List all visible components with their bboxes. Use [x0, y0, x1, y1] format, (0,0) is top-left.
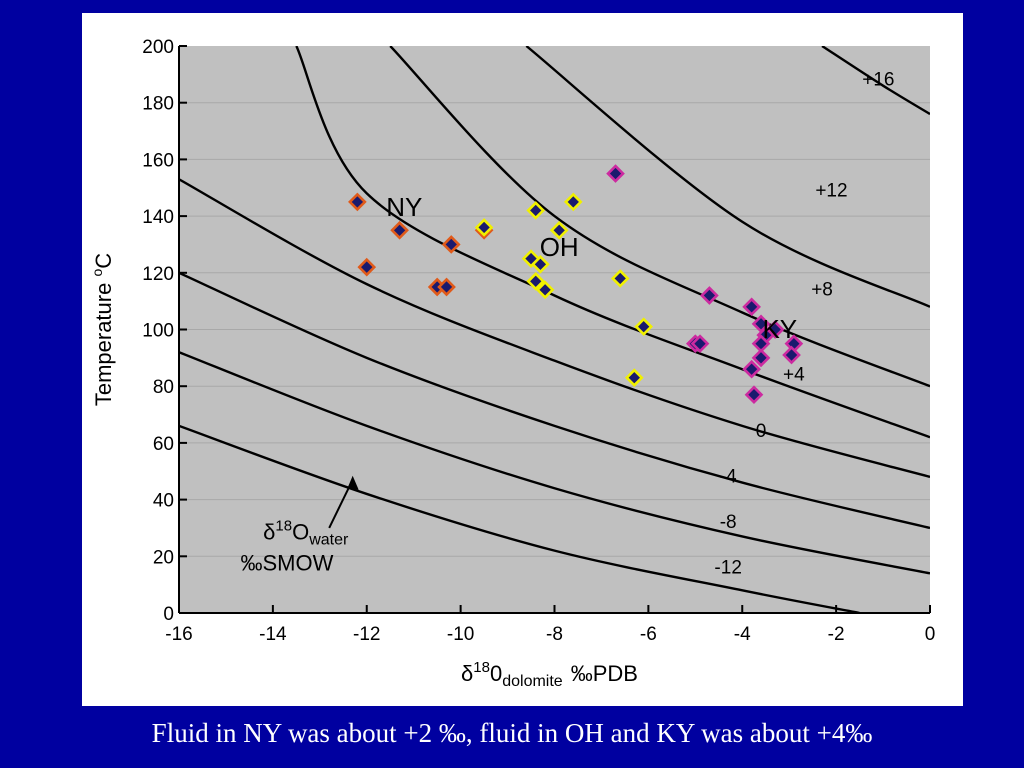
legend-unit-label: ‰SMOW: [241, 550, 334, 575]
y-tick-label: 0: [163, 604, 174, 625]
y-tick-label: 60: [153, 434, 174, 455]
x-tick-label: -10: [447, 624, 474, 645]
isotope-curve: [179, 271, 930, 530]
y-tick-label: 180: [142, 94, 174, 115]
data-point-ky: [742, 297, 761, 317]
isotope-curve: [179, 351, 930, 575]
data-point-oh: [563, 192, 583, 212]
data-point-oh: [610, 269, 630, 288]
y-tick-label: 140: [142, 207, 174, 228]
chart-panel: -16 -14 -12 -10 -8 -6 -4 -2 0 0 20 40 60 80 100 120 140 1…: [82, 13, 963, 706]
data-points: [348, 164, 804, 405]
data-point-oh: [549, 220, 569, 240]
curve-label: +16: [862, 70, 894, 91]
isotope-curve: [525, 46, 930, 308]
isotope-curve: [389, 46, 930, 388]
curve-legend: δ18Owater ‰SMOW: [241, 475, 359, 575]
data-point-ny: [441, 235, 461, 254]
data-point-ky: [742, 359, 761, 379]
data-point-ny: [357, 257, 377, 277]
curve-label: +8: [811, 279, 833, 300]
isotope-curve: [179, 178, 930, 479]
y-tick-label: 40: [153, 491, 174, 512]
curve-label: -4: [720, 467, 737, 488]
x-tick-label: -8: [546, 624, 563, 645]
data-point-ky: [606, 164, 625, 183]
x-tick-label: -6: [640, 624, 657, 645]
data-point-oh: [474, 218, 494, 237]
x-tick-label: -16: [165, 624, 192, 645]
data-point-ky: [751, 348, 771, 368]
y-tick-label: 160: [142, 150, 174, 171]
x-tick-label: -4: [734, 624, 751, 645]
data-point-ky: [744, 385, 764, 405]
data-point-oh: [526, 201, 546, 220]
isotope-curve: [821, 46, 930, 116]
data-point-ky: [690, 334, 710, 354]
x-tick-label: 0: [925, 624, 936, 645]
curve-label: +12: [815, 180, 847, 201]
y-tick-label: 100: [142, 321, 174, 342]
data-point-oh: [531, 254, 550, 274]
data-point-ny: [437, 277, 456, 297]
series-label-ky: KY: [762, 314, 797, 344]
curve-label: -12: [714, 557, 741, 578]
series-label-oh: OH: [540, 232, 579, 262]
chart: -16 -14 -12 -10 -8 -6 -4 -2 0 0 20 40 60 80 100 120 140 1…: [89, 37, 935, 690]
legend-water-label: δ18Owater: [263, 517, 349, 548]
grid: [179, 102, 930, 557]
x-tick-label: -2: [828, 624, 845, 645]
curve-label: 0: [756, 421, 767, 442]
axes: -16 -14 -12 -10 -8 -6 -4 -2 0 0 20 40 60 80 100 120 140 1…: [142, 37, 935, 645]
series-label-ny: NY: [386, 192, 422, 222]
slide-caption: Fluid in NY was about +2 ‰, fluid in OH …: [151, 718, 873, 748]
x-tick-label: -14: [259, 624, 287, 645]
labels: -12 -8 -4 0 +4 +8 +12 +16 NY OH KY: [386, 70, 894, 579]
data-point-oh: [535, 280, 555, 300]
y-axis-title: Temperature oC: [89, 253, 116, 406]
curve-label: +4: [783, 365, 805, 386]
y-tick-label: 80: [153, 377, 174, 398]
isotope-curves: [179, 46, 930, 613]
data-point-ny: [348, 192, 367, 212]
isotope-curve: [295, 46, 930, 439]
curve-label: -8: [720, 512, 737, 533]
data-point-ky: [700, 286, 719, 305]
data-point-ky: [782, 345, 801, 365]
data-point-ny: [390, 220, 409, 240]
x-tick-label: -12: [353, 624, 380, 645]
data-point-oh: [634, 317, 654, 337]
data-point-oh: [624, 368, 644, 388]
y-tick-label: 200: [142, 37, 174, 58]
y-tick-label: 120: [142, 264, 174, 285]
legend-arrowhead: [347, 475, 359, 490]
x-axis-title: δ180dolomite ‰PDB: [461, 659, 638, 690]
data-point-oh: [526, 271, 546, 291]
isotope-curve: [179, 424, 860, 613]
y-tick-label: 20: [153, 547, 174, 568]
